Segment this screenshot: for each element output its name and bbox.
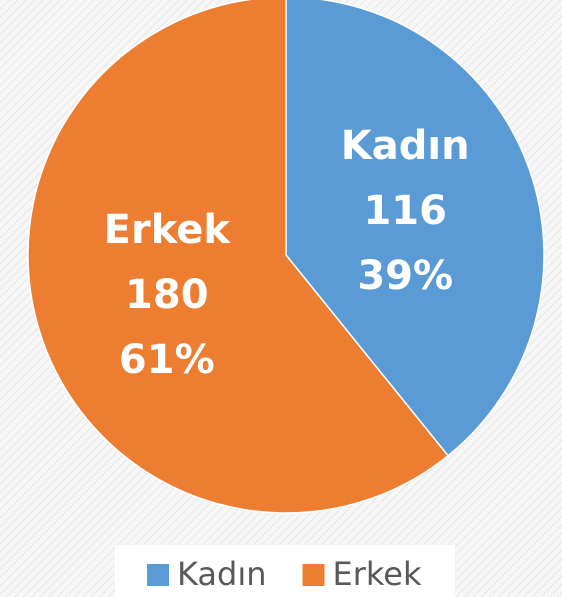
slice-label-name: Erkek <box>104 207 232 253</box>
pie-slice <box>285 0 545 457</box>
pie-slice <box>27 0 450 514</box>
legend-label: Erkek <box>333 555 422 593</box>
slice-label-value: 116 <box>363 188 447 234</box>
legend-label: Kadın <box>177 555 267 593</box>
slice-label-percent: 39% <box>357 253 453 299</box>
slice-label-percent: 61% <box>119 337 215 383</box>
legend-swatch <box>147 564 169 586</box>
slice-label-name: Kadın <box>341 123 470 169</box>
legend-swatch <box>302 564 325 586</box>
legend-box <box>115 545 455 597</box>
slice-label-value: 180 <box>125 272 209 318</box>
